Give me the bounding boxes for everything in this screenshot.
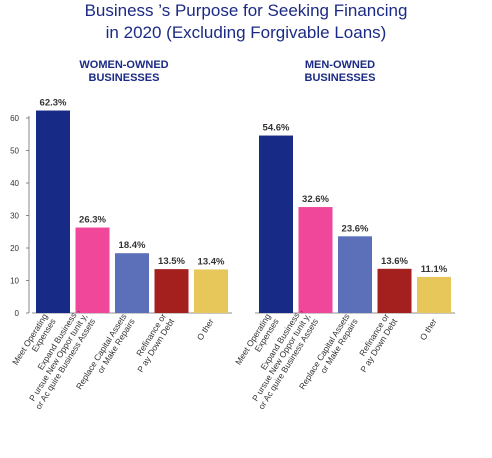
men-panel-title-line-2: BUSINESSES <box>304 72 376 84</box>
women-data-label: 13.5% <box>158 256 185 267</box>
women-bar <box>194 269 228 313</box>
men-data-label: 13.6% <box>381 256 408 267</box>
y-tick-label: 60 <box>10 114 19 123</box>
women-panel-title-line-2: BUSINESSES <box>88 72 160 84</box>
women-bar <box>36 110 70 314</box>
women-panel-title: WOMEN-OWNED BUSINESSES <box>44 59 204 85</box>
women-category-label: Refinance orP ay Down Debt <box>127 311 176 374</box>
y-tick-label: 0 <box>15 309 20 318</box>
women-bar <box>115 253 149 313</box>
chart-title: Business ’s Purpose for Seeking Financin… <box>0 0 492 44</box>
men-category-label: Refinance orP ay Down Debt <box>350 311 399 374</box>
y-tick-label: 20 <box>10 244 19 253</box>
women-data-label: 13.4% <box>198 256 225 267</box>
chart-title-line-2: in 2020 (Excluding Forgivable Loans) <box>105 23 387 42</box>
men-panel-title: MEN-OWNED BUSINESSES <box>260 59 420 85</box>
men-bar <box>259 135 293 313</box>
men-bar <box>377 268 412 313</box>
men-data-label: 32.6% <box>302 194 329 205</box>
y-tick-label: 50 <box>10 147 19 156</box>
men-panel-title-line-1: MEN-OWNED <box>304 59 376 71</box>
women-data-label: 62.3% <box>40 98 67 109</box>
women-bar <box>75 227 110 313</box>
women-data-label: 18.4% <box>119 240 146 251</box>
men-bar <box>298 207 333 313</box>
y-tick-label: 10 <box>10 277 19 286</box>
women-bar <box>154 269 189 313</box>
men-category-label: O ther <box>418 317 439 342</box>
men-bar <box>417 276 451 313</box>
y-tick-label: 30 <box>10 212 19 221</box>
women-category-label: O ther <box>195 317 216 342</box>
men-category-label-line: O ther <box>418 317 439 342</box>
men-data-label: 54.6% <box>263 123 290 134</box>
women-category-label-line: O ther <box>195 317 216 342</box>
women-panel-title-line-1: WOMEN-OWNED <box>79 59 169 71</box>
men-data-label: 23.6% <box>342 223 369 234</box>
chart-title-line-1: Business ’s Purpose for Seeking Financin… <box>84 1 408 20</box>
women-data-label: 26.3% <box>79 215 106 226</box>
men-data-label: 11.1% <box>421 264 448 275</box>
men-bar <box>338 236 372 313</box>
y-tick-label: 40 <box>10 179 19 188</box>
